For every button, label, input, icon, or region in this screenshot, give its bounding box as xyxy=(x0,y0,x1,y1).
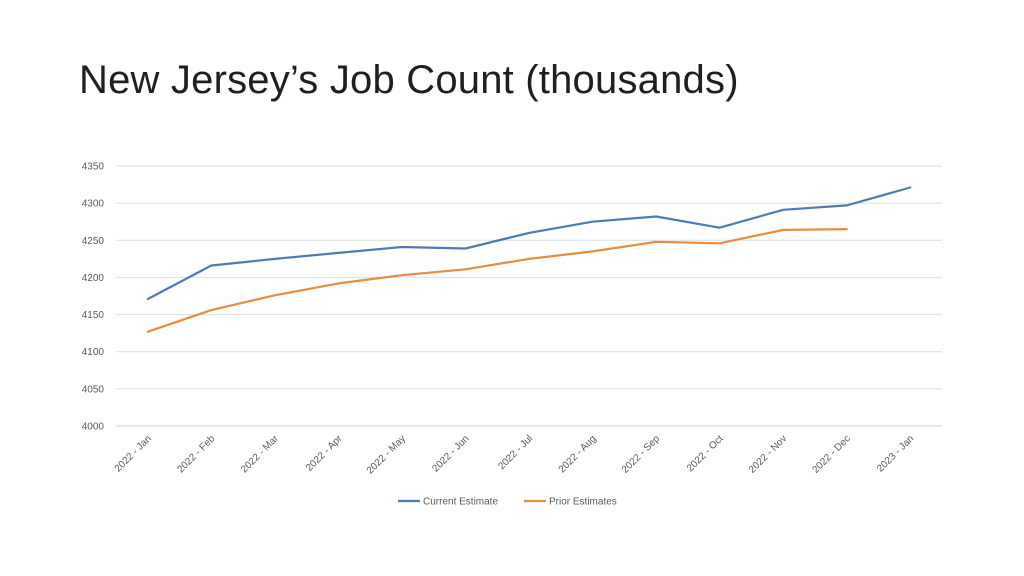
x-tick-label: 2022 - Jul xyxy=(496,433,535,472)
x-tick-label: 2022 - May xyxy=(365,433,408,476)
gridlines xyxy=(116,165,942,427)
y-axis-tick-labels: 4000 4050 4100 4150 4200 4250 4300 4350 xyxy=(82,162,105,433)
y-tick-label: 4000 xyxy=(82,422,105,433)
x-tick-label: 2022 - Dec xyxy=(810,433,852,475)
legend-label: Prior Estimates xyxy=(549,497,617,508)
x-tick-label: 2022 - Jun xyxy=(430,433,471,474)
series-lines xyxy=(146,186,912,333)
y-tick-label: 4200 xyxy=(82,273,105,284)
y-tick-label: 4100 xyxy=(82,347,105,358)
series-line-current-estimate xyxy=(146,186,912,301)
series-line-prior-estimates xyxy=(146,228,848,333)
x-tick-label: 2022 - Apr xyxy=(304,433,345,474)
legend-label: Current Estimate xyxy=(423,497,498,508)
x-tick-label: 2022 - Nov xyxy=(747,433,789,475)
y-tick-label: 4050 xyxy=(82,384,105,395)
y-tick-label: 4150 xyxy=(82,310,105,321)
legend: Current Estimate Prior Estimates xyxy=(398,497,617,508)
x-tick-label: 2022 - Feb xyxy=(175,433,217,475)
y-tick-label: 4350 xyxy=(82,162,105,173)
x-tick-label: 2022 - Aug xyxy=(557,433,599,475)
x-tick-label: 2022 - Oct xyxy=(685,433,726,474)
x-tick-label: 2022 - Sep xyxy=(620,433,663,476)
y-tick-label: 4300 xyxy=(82,199,105,210)
slide-title: New Jersey’s Job Count (thousands) xyxy=(79,58,739,102)
y-tick-label: 4250 xyxy=(82,236,105,247)
x-tick-label: 2022 - Jan xyxy=(113,433,154,474)
x-tick-label: 2022 - Mar xyxy=(239,433,281,475)
x-tick-label: 2023 - Jan xyxy=(875,433,916,474)
x-axis-tick-labels: 2022 - Jan 2022 - Feb 2022 - Mar 2022 - Apr… xyxy=(113,433,917,477)
